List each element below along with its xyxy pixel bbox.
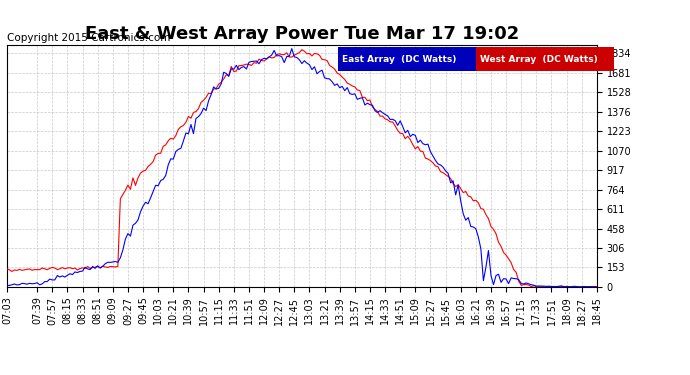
Title: East & West Array Power Tue Mar 17 19:02: East & West Array Power Tue Mar 17 19:02 (85, 26, 519, 44)
Text: East Array  (DC Watts): East Array (DC Watts) (342, 55, 456, 63)
Text: West Array  (DC Watts): West Array (DC Watts) (480, 55, 598, 63)
Text: Copyright 2015 Cartronics.com: Copyright 2015 Cartronics.com (7, 33, 170, 43)
